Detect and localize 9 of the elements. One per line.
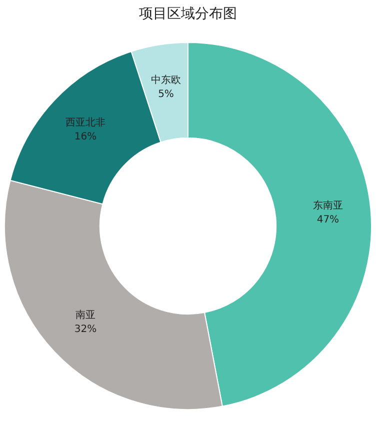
data-label: 5% — [158, 88, 174, 100]
chart-title: 项目区域分布图 — [138, 5, 238, 24]
slice-label: 西亚北非 — [66, 116, 106, 128]
slice-label: 东南亚 — [312, 199, 343, 212]
data-label: 47% — [316, 214, 340, 226]
slice-label: 南亚 — [76, 308, 96, 321]
data-label: 32% — [74, 324, 97, 335]
slice-label: 中东欧 — [151, 74, 182, 86]
data-label: 16% — [74, 131, 97, 142]
